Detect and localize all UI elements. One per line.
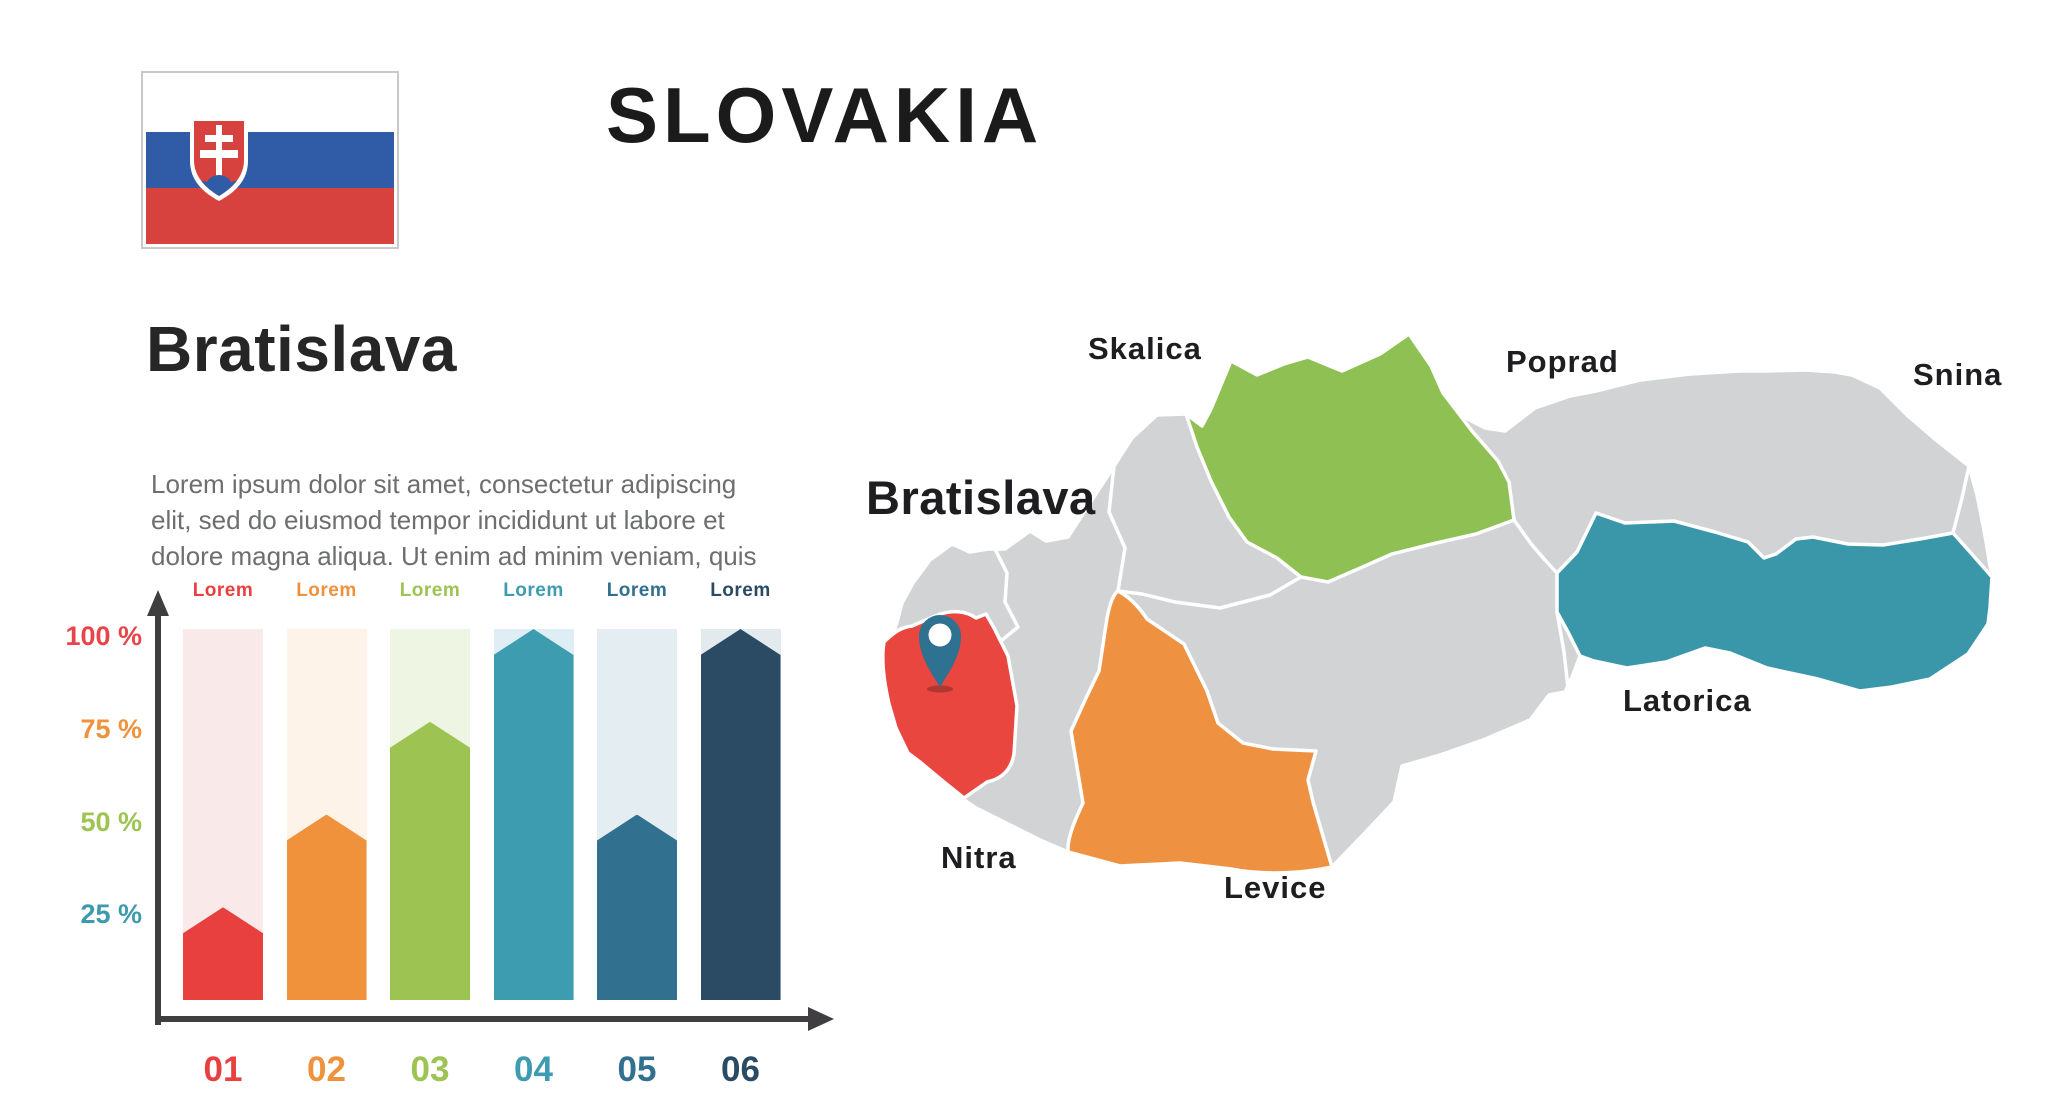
map-label-nitra: Nitra	[941, 840, 1017, 875]
bar-caption-04: Lorem	[503, 580, 564, 601]
y-tick-label-100: 100 %	[65, 621, 142, 651]
y-axis	[155, 614, 161, 1025]
bar-category-label-04: 04	[514, 1050, 553, 1089]
x-axis	[155, 1016, 811, 1022]
map-label-latorica: Latorica	[1623, 683, 1752, 718]
map-region-bratislava	[881, 609, 1019, 800]
bar-category-label-03: 03	[410, 1050, 450, 1089]
paragraph-line: Lorem ipsum dolor sit amet, consectetur …	[151, 469, 737, 499]
slovakia-flag	[141, 71, 399, 249]
bar-caption-05: Lorem	[606, 580, 668, 601]
map-label-bratislava: Bratislava	[866, 471, 1096, 524]
paragraph-line: dolore magna aliqua. Ut enim ad minim ve…	[151, 541, 757, 571]
bar-fill-05	[597, 814, 677, 1000]
bar-caption-02: Lorem	[296, 580, 357, 601]
bar-chart: 100 % 75 % 50 % 25 % Lorem 01 Lorem 02 Lorem 03 L…	[60, 560, 860, 1114]
bar-fill-03	[390, 721, 470, 1000]
bar-category-label-01: 01	[203, 1050, 243, 1089]
map-label-levice: Levice	[1224, 870, 1327, 905]
paragraph-line: elit, sed do eiusmod tempor incididunt u…	[151, 505, 725, 535]
y-tick-label-75: 75 %	[80, 713, 142, 744]
section-heading: Bratislava	[146, 313, 457, 385]
map-label-poprad: Poprad	[1506, 344, 1619, 379]
bar-fill-06	[700, 629, 781, 1000]
bar-category-label-06: 06	[721, 1050, 760, 1089]
y-axis-arrow-icon	[147, 590, 169, 616]
bar-fill-04	[493, 629, 574, 1000]
bar-caption-01: Lorem	[192, 580, 254, 601]
flag-stripe-white	[146, 76, 394, 133]
bar-category-label-02: 02	[307, 1050, 346, 1089]
description-paragraph: Lorem ipsum dolor sit amet, consectetur …	[151, 466, 791, 574]
bar-category-label-05: 05	[617, 1050, 657, 1089]
slovakia-region-map	[881, 332, 1994, 877]
map-region-latorica	[1555, 511, 1994, 693]
bar-fill-02	[286, 814, 367, 1000]
y-tick-label-25: 25 %	[80, 899, 142, 930]
x-axis-arrow-icon	[808, 1007, 834, 1031]
flag-stripe-red	[146, 187, 394, 244]
slovakia-flag-stripes	[146, 76, 394, 244]
map-internal-borders	[950, 464, 1971, 690]
map-label-snina: Snina	[1913, 357, 2003, 392]
page-title: SLOVAKIA	[606, 71, 1044, 159]
map-label-skalica: Skalica	[1088, 331, 1202, 366]
map-region-skalica	[1184, 332, 1516, 584]
location-pin-icon	[919, 615, 961, 693]
bar-caption-06: Lorem	[710, 580, 771, 601]
y-tick-label-50: 50 %	[80, 806, 142, 837]
bar-caption-03: Lorem	[399, 580, 461, 601]
map-region-nitra-levice	[1066, 589, 1334, 875]
flag-stripe-blue	[146, 131, 394, 189]
slovakia-coat-of-arms-icon	[190, 117, 248, 201]
